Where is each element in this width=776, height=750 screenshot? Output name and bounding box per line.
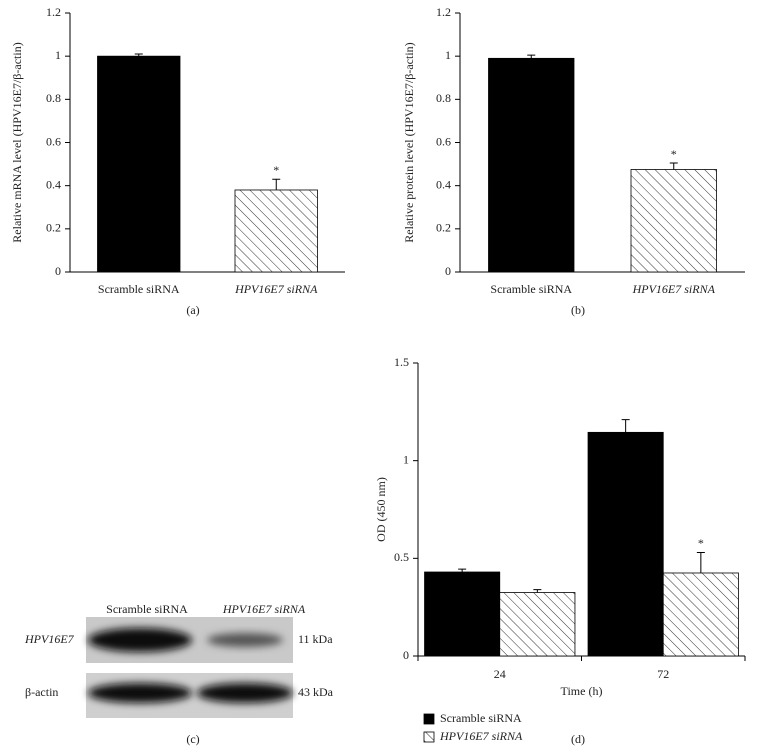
error-bar: [527, 54, 536, 59]
bar: [234, 189, 318, 273]
annotation: *: [273, 163, 279, 177]
blot-panel: Scramble siRNA HPV16E7 siRNA HPV16E7 β-a…: [24, 602, 334, 746]
blot-row-label: HPV16E7: [24, 632, 75, 646]
y-tick-label: 0.8: [46, 91, 61, 105]
x-tick-label: 72: [657, 667, 669, 681]
bar: [630, 169, 717, 273]
y-axis-label: Relative protein level (HPV16E7/β-actin): [402, 42, 416, 242]
y-tick-label: 0: [55, 264, 61, 278]
bar: [499, 592, 576, 657]
y-tick-label: 0.4: [436, 177, 451, 191]
panel-label: (b): [571, 303, 585, 317]
error-bar: [533, 589, 542, 593]
legend-swatch: [423, 731, 435, 743]
x-tick-label: Scramble siRNA: [98, 282, 180, 296]
y-tick-label: 1: [403, 452, 409, 466]
error-bar: [134, 53, 143, 57]
y-axis-label: OD (450 nm): [374, 477, 388, 542]
y-tick-label: 0.6: [436, 134, 451, 148]
bar: [97, 55, 181, 273]
x-tick-label: Scramble siRNA: [490, 282, 572, 296]
error-bar: [458, 568, 467, 573]
legend-label: Scramble siRNA: [440, 711, 522, 725]
y-tick-label: 1.2: [436, 5, 451, 19]
y-tick-label: 0.8: [436, 91, 451, 105]
blot-size: 43 kDa: [298, 685, 334, 699]
panel-label: (d): [571, 732, 585, 746]
y-tick-label: 1.2: [46, 5, 61, 19]
bar: [424, 571, 501, 657]
y-tick-label: 1: [445, 48, 451, 62]
y-tick-label: 0.4: [46, 177, 61, 191]
error-bar: [272, 178, 281, 190]
blot-size: 11 kDa: [298, 632, 333, 646]
blot-band: [207, 633, 283, 647]
panel-label: (c): [186, 732, 199, 746]
x-tick-label: HPV16E7 siRNA: [632, 282, 716, 296]
bar: [587, 431, 664, 657]
blot-band: [197, 683, 293, 703]
y-tick-label: 0.5: [394, 550, 409, 564]
y-tick-label: 0.2: [46, 221, 61, 235]
bar: [662, 572, 739, 657]
x-axis-label: Time (h): [561, 684, 603, 698]
x-tick-label: 24: [494, 667, 506, 681]
y-tick-label: 0.2: [436, 221, 451, 235]
y-tick-label: 1.5: [394, 355, 409, 369]
legend-label: HPV16E7 siRNA: [439, 729, 523, 743]
y-tick-label: 0: [403, 648, 409, 662]
error-bar: [669, 162, 678, 170]
blot-band: [88, 628, 192, 652]
annotation: *: [698, 536, 704, 550]
annotation: *: [671, 147, 677, 161]
blot-row-label: β-actin: [25, 685, 58, 699]
blot-column: Scramble siRNA: [106, 602, 188, 616]
blot-column: HPV16E7 siRNA: [222, 602, 306, 616]
y-tick-label: 0.6: [46, 134, 61, 148]
y-tick-label: 1: [55, 48, 61, 62]
error-bar: [696, 551, 705, 573]
legend-swatch: [423, 713, 435, 725]
y-axis-label: Relative mRNA level (HPV16E7/β-actin): [10, 42, 24, 242]
blot-band: [88, 683, 192, 703]
error-bar: [621, 419, 630, 433]
bar: [488, 57, 575, 273]
panel-label: (a): [186, 303, 199, 317]
y-tick-label: 0: [445, 264, 451, 278]
x-tick-label: HPV16E7 siRNA: [234, 282, 318, 296]
